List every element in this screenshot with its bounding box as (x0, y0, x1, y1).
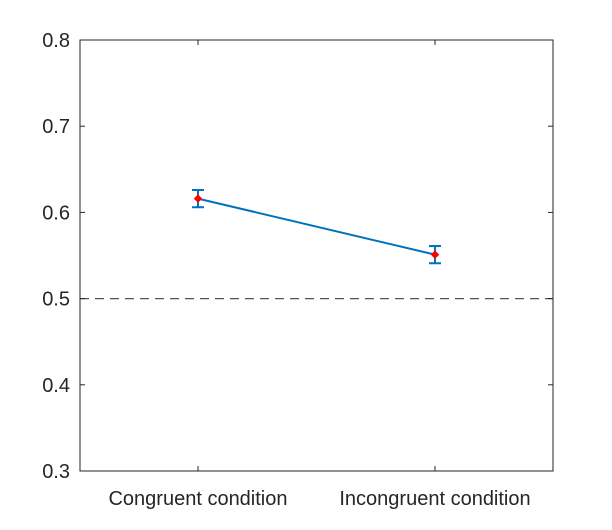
x-tick-label: Incongruent condition (339, 488, 530, 510)
y-tick-label: 0.8 (42, 30, 70, 52)
y-tick-label: 0.4 (42, 375, 70, 397)
data-point-marker (430, 250, 440, 259)
x-tick-label: Congruent condition (108, 488, 287, 510)
y-tick-label: 0.3 (42, 461, 70, 483)
y-tick-label: 0.6 (42, 202, 70, 224)
series-line (197, 197, 436, 256)
plot-area (79, 39, 554, 472)
y-tick-label: 0.5 (42, 289, 70, 311)
y-tick-label: 0.7 (42, 116, 70, 138)
data-point-marker (193, 194, 203, 203)
